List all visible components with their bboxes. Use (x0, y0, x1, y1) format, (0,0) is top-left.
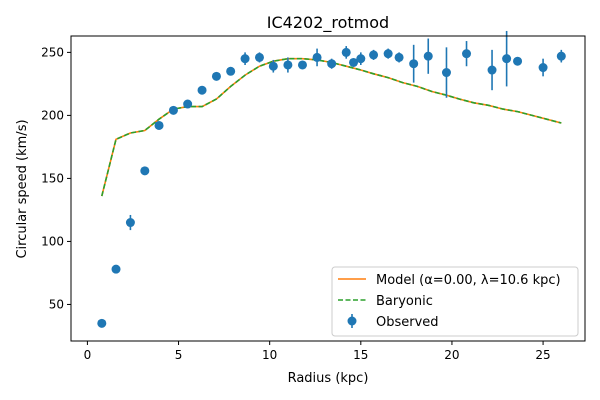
y-tick-label: 50 (49, 297, 64, 311)
x-tick-label: 10 (262, 348, 277, 362)
y-axis-label: Circular speed (km/s) (15, 119, 30, 258)
observed-point (538, 63, 548, 73)
observed-point (502, 54, 512, 64)
observed-point (394, 52, 404, 62)
y-tick-label: 150 (41, 171, 64, 185)
y-tick-label: 250 (41, 45, 64, 59)
observed-point (369, 50, 379, 60)
observed-point (356, 54, 366, 64)
observed-point (556, 51, 566, 61)
observed-point (197, 85, 207, 95)
observed-point (240, 54, 250, 64)
observed-point (341, 47, 351, 57)
y-tick-label: 200 (41, 108, 64, 122)
observed-point (111, 264, 121, 274)
observed-point (513, 56, 523, 66)
observed-point (487, 65, 497, 75)
observed-point (297, 60, 307, 70)
observed-point (97, 318, 107, 328)
legend: Model (α=0.00, λ=10.6 kpc) Baryonic Obse… (331, 266, 579, 337)
observed-point (409, 59, 419, 69)
y-tick-label: 100 (41, 234, 64, 248)
observed-point (140, 166, 150, 176)
observed-point (154, 120, 164, 130)
x-tick-label: 25 (535, 348, 550, 362)
observed-point (211, 71, 221, 81)
observed-point (168, 105, 178, 115)
x-axis: 0 5 10 15 20 25 (84, 341, 551, 362)
axes-frame (70, 35, 586, 342)
x-tick-label: 5 (175, 348, 183, 362)
observed-point (226, 66, 236, 76)
observed-point (254, 52, 264, 62)
legend-model-label: Model (α=0.00, λ=10.6 kpc) (376, 273, 561, 288)
plot-area (97, 30, 566, 328)
observed-point (383, 49, 393, 59)
observed-point (183, 99, 193, 109)
y-axis: 50 100 150 200 250 (41, 45, 71, 311)
observed-point (312, 52, 322, 62)
legend-frame (331, 266, 579, 337)
legend-baryonic-label: Baryonic (376, 294, 433, 309)
x-axis-label: Radius (kpc) (288, 371, 369, 386)
observed-point (441, 68, 451, 78)
chart-title: IC4202_rotmod (267, 13, 389, 33)
observed-point (349, 57, 359, 67)
x-tick-label: 20 (444, 348, 459, 362)
legend-observed-label: Observed (376, 315, 439, 330)
observed-point (327, 59, 337, 69)
baryonic-curve (101, 57, 562, 197)
x-tick-label: 0 (84, 348, 92, 362)
observed-point (125, 218, 135, 228)
observed-point (423, 51, 433, 61)
observed-point (462, 49, 472, 59)
legend-observed-marker (347, 316, 357, 326)
observed-point (283, 60, 293, 70)
observed-point (268, 61, 278, 71)
x-tick-label: 15 (353, 348, 368, 362)
